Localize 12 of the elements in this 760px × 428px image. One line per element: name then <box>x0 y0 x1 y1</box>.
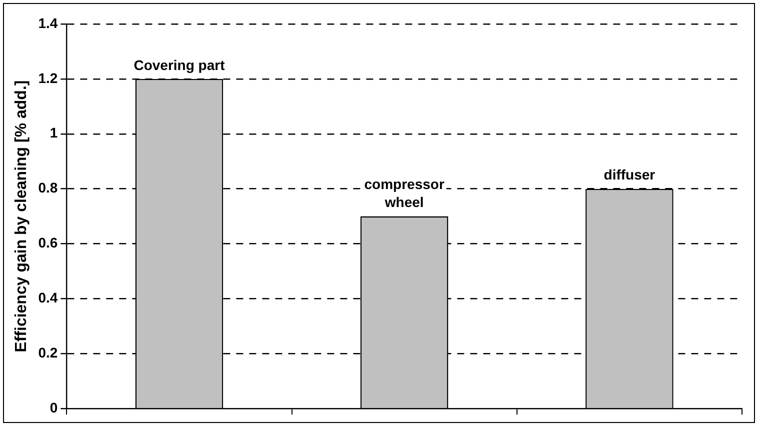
y-axis-title: Efficiency gain by cleaning [% add.] <box>13 80 30 352</box>
x-tick-label: Covering part <box>134 56 226 73</box>
y-tick-label: 1 <box>50 124 58 141</box>
y-tick-label: 0.8 <box>38 180 58 196</box>
y-tick-label: 1.2 <box>38 70 58 86</box>
x-tick-label: compressor wheel <box>364 176 445 210</box>
y-tick-label: 1.4 <box>38 14 58 31</box>
y-tick-label: 0.2 <box>38 344 58 361</box>
y-tick-label: 0.4 <box>38 290 58 306</box>
x-tick-label: diffuser <box>604 166 656 183</box>
y-tick-label: 0.6 <box>38 234 58 251</box>
y-tick-label: 0 <box>50 399 58 416</box>
